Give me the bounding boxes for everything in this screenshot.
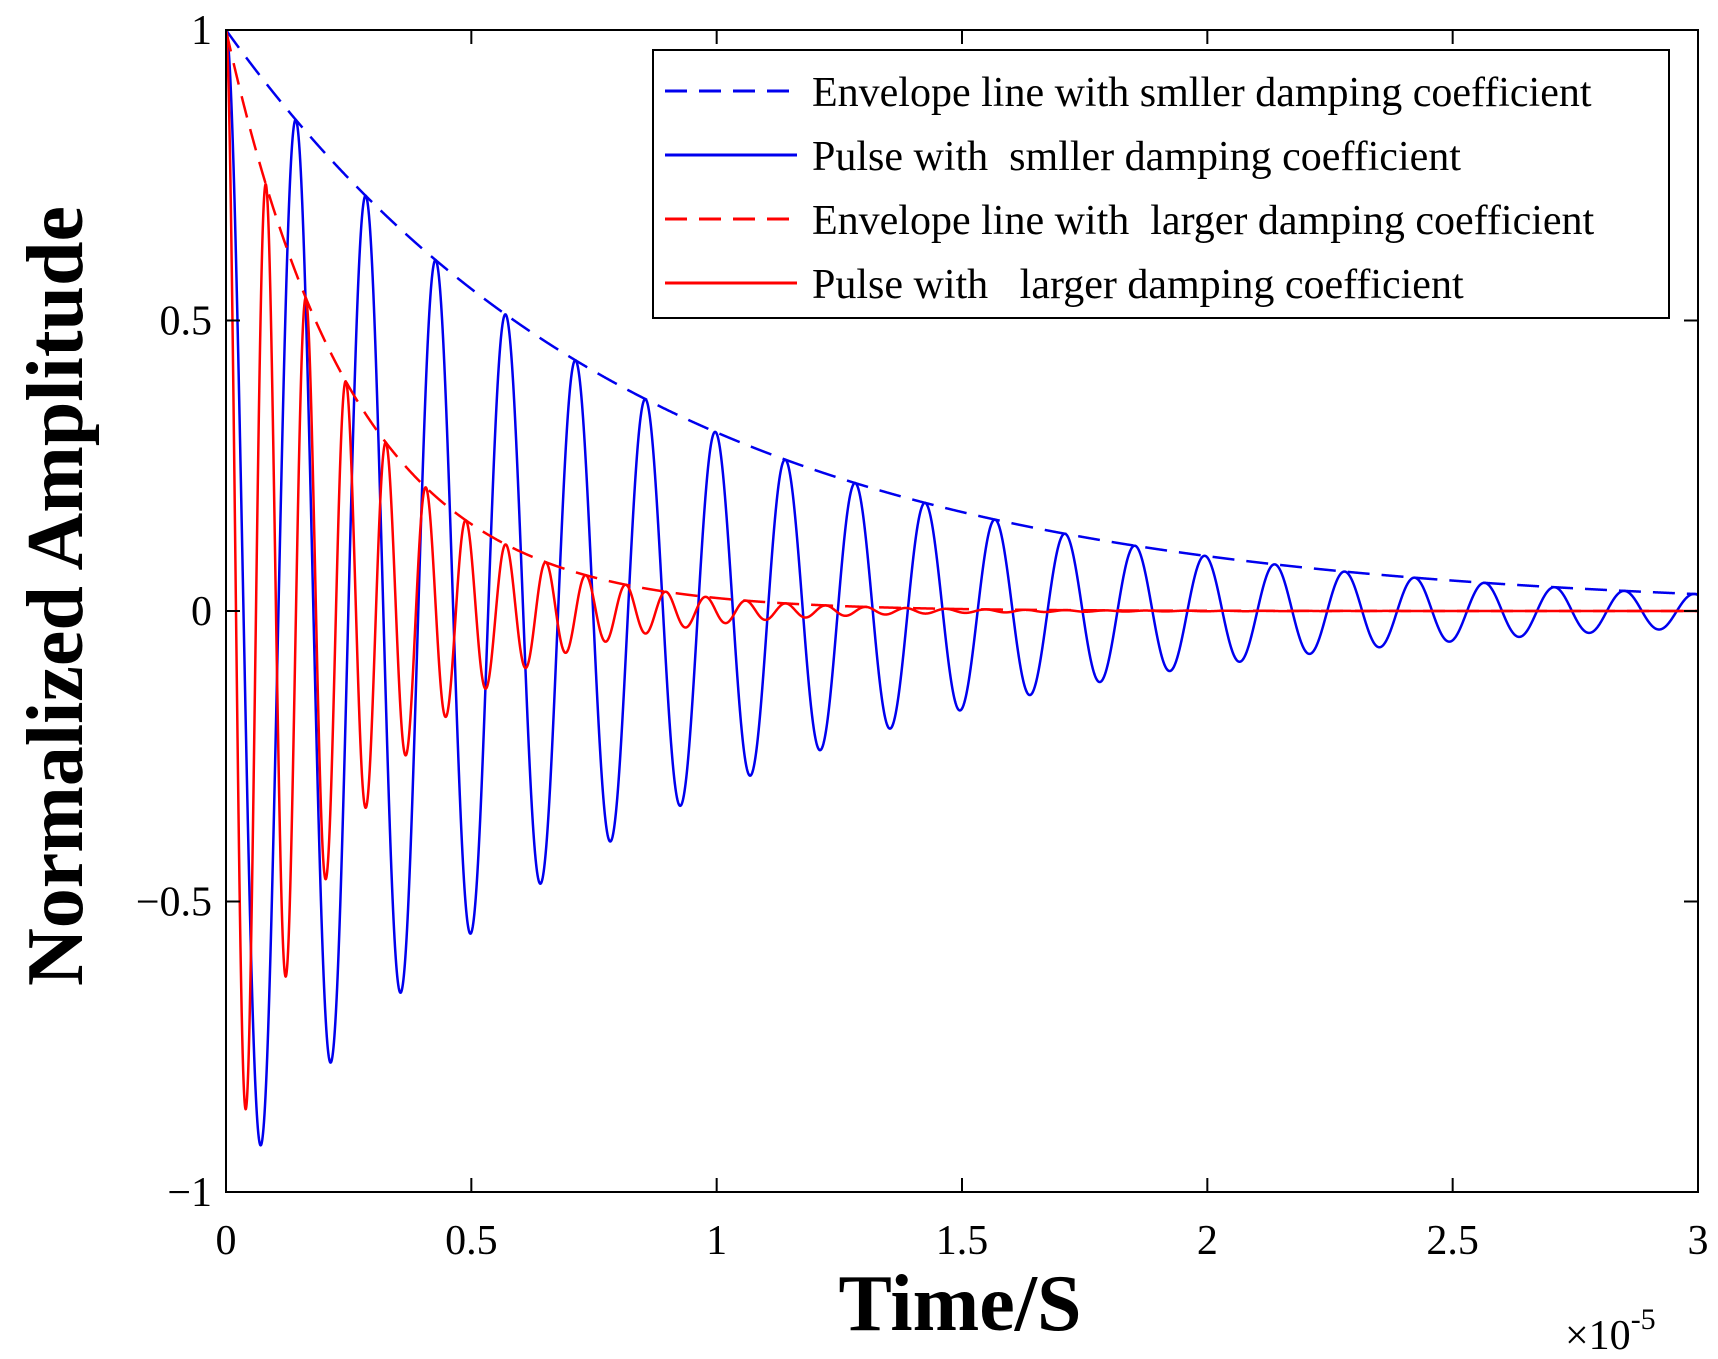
x-tick-label: 3 [1688,1218,1709,1264]
y-tick-label: 0 [191,589,212,635]
series-line-2 [226,30,1698,613]
y-tick-label: −0.5 [136,880,212,926]
x-multiplier: ×10 [1565,1313,1631,1354]
x-tick-label: 0.5 [445,1218,498,1264]
x-axis-label: Time/S [838,1260,1081,1348]
y-axis-label: Normalized Amplitude [12,206,100,986]
x-exponent: -5 [1631,1303,1656,1336]
series-line-0 [226,30,1698,596]
x-tick-label: 0 [216,1218,237,1264]
x-tick-label: 1 [706,1218,727,1264]
legend-label-envelope-small: Envelope line with smller damping coeffi… [812,70,1592,116]
x-tick-label: 2 [1197,1218,1218,1264]
y-tick-label: −1 [167,1170,212,1216]
legend-label-pulse-large: Pulse with larger damping coefficient [812,262,1464,308]
x-tick-label: 1.5 [936,1218,989,1264]
legend-label-envelope-large: Envelope line with larger damping coeffi… [812,198,1595,244]
legend-label-pulse-small: Pulse with smller damping coefficient [812,134,1461,180]
series-line-1 [226,30,1698,1147]
y-tick-label: 0.5 [160,299,213,345]
y-tick-label: 1 [191,8,212,54]
x-exponent-label: ×10-5 [1565,1303,1656,1354]
series-line-3 [226,30,1698,1111]
x-tick-label: 2.5 [1426,1218,1479,1264]
ticks: 0 0.5 1 1.5 2 2.5 3 1 0.5 0 −0.5 −1 [136,8,1709,1264]
legend: Envelope line with smller damping coeffi… [652,49,1670,319]
plot-area [226,30,1698,1147]
legend-box [652,49,1670,319]
